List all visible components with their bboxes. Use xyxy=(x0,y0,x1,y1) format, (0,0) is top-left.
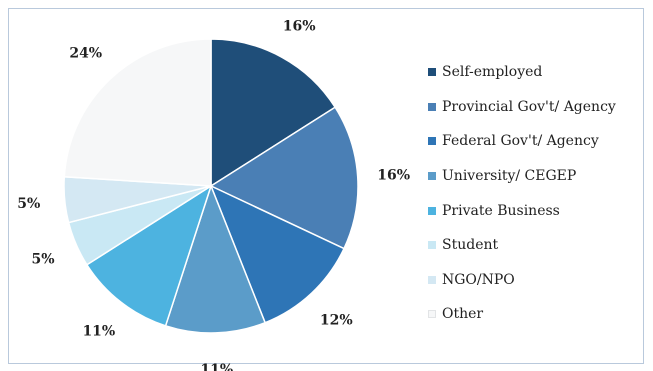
legend-item-0: Self-employed xyxy=(428,55,643,90)
legend-label-1: Provincial Gov't/ Agency xyxy=(442,98,616,115)
legend-label-2: Federal Gov't/ Agency xyxy=(442,133,599,150)
legend-item-6: NGO/NPO xyxy=(428,263,643,298)
legend-swatch-0 xyxy=(428,68,436,77)
slice-value-label-1: 16% xyxy=(377,168,410,184)
pie-slice-1 xyxy=(209,106,359,250)
legend-swatch-1 xyxy=(428,102,436,111)
legend-label-5: Student xyxy=(442,237,499,254)
legend-item-5: Student xyxy=(428,228,643,263)
pie-slices xyxy=(63,38,359,334)
legend-swatch-6 xyxy=(428,275,436,284)
pie-slice-2 xyxy=(209,184,346,324)
legend-swatch-3 xyxy=(428,172,436,181)
legend-item-3: University/ CEGEP xyxy=(428,159,643,194)
legend: Self-employed Provincial Gov't/ Agency Fed… xyxy=(428,55,643,332)
legend-label-4: Private Business xyxy=(442,202,560,219)
pie-slice-0 xyxy=(210,38,337,188)
slice-value-label-3: 11% xyxy=(200,362,233,371)
legend-item-1: Provincial Gov't/ Agency xyxy=(428,90,643,125)
slice-value-label-2: 12% xyxy=(320,312,353,328)
legend-item-7: Other xyxy=(428,297,643,332)
legend-label-7: Other xyxy=(442,306,484,323)
legend-swatch-4 xyxy=(428,206,436,215)
legend-label-0: Self-employed xyxy=(442,64,543,81)
legend-label-3: University/ CEGEP xyxy=(442,168,577,185)
slice-value-label-5: 5% xyxy=(32,252,55,268)
legend-item-2: Federal Gov't/ Agency xyxy=(428,124,643,159)
pie-slice-4 xyxy=(85,184,213,327)
pie-slice-3 xyxy=(164,183,267,334)
slice-value-label-0: 16% xyxy=(283,19,316,35)
slice-value-label-6: 5% xyxy=(17,196,40,212)
legend-label-6: NGO/NPO xyxy=(442,271,515,288)
legend-item-4: Private Business xyxy=(428,193,643,228)
pie-labels: 16% 16% 12% 11% 11% 5% 5% 24% xyxy=(17,19,410,371)
pie-slice-7 xyxy=(63,38,212,187)
legend-swatch-7 xyxy=(428,310,436,319)
slice-value-label-7: 24% xyxy=(69,46,102,62)
slice-value-label-4: 11% xyxy=(82,324,115,340)
legend-swatch-5 xyxy=(428,241,436,250)
legend-swatch-2 xyxy=(428,137,436,146)
